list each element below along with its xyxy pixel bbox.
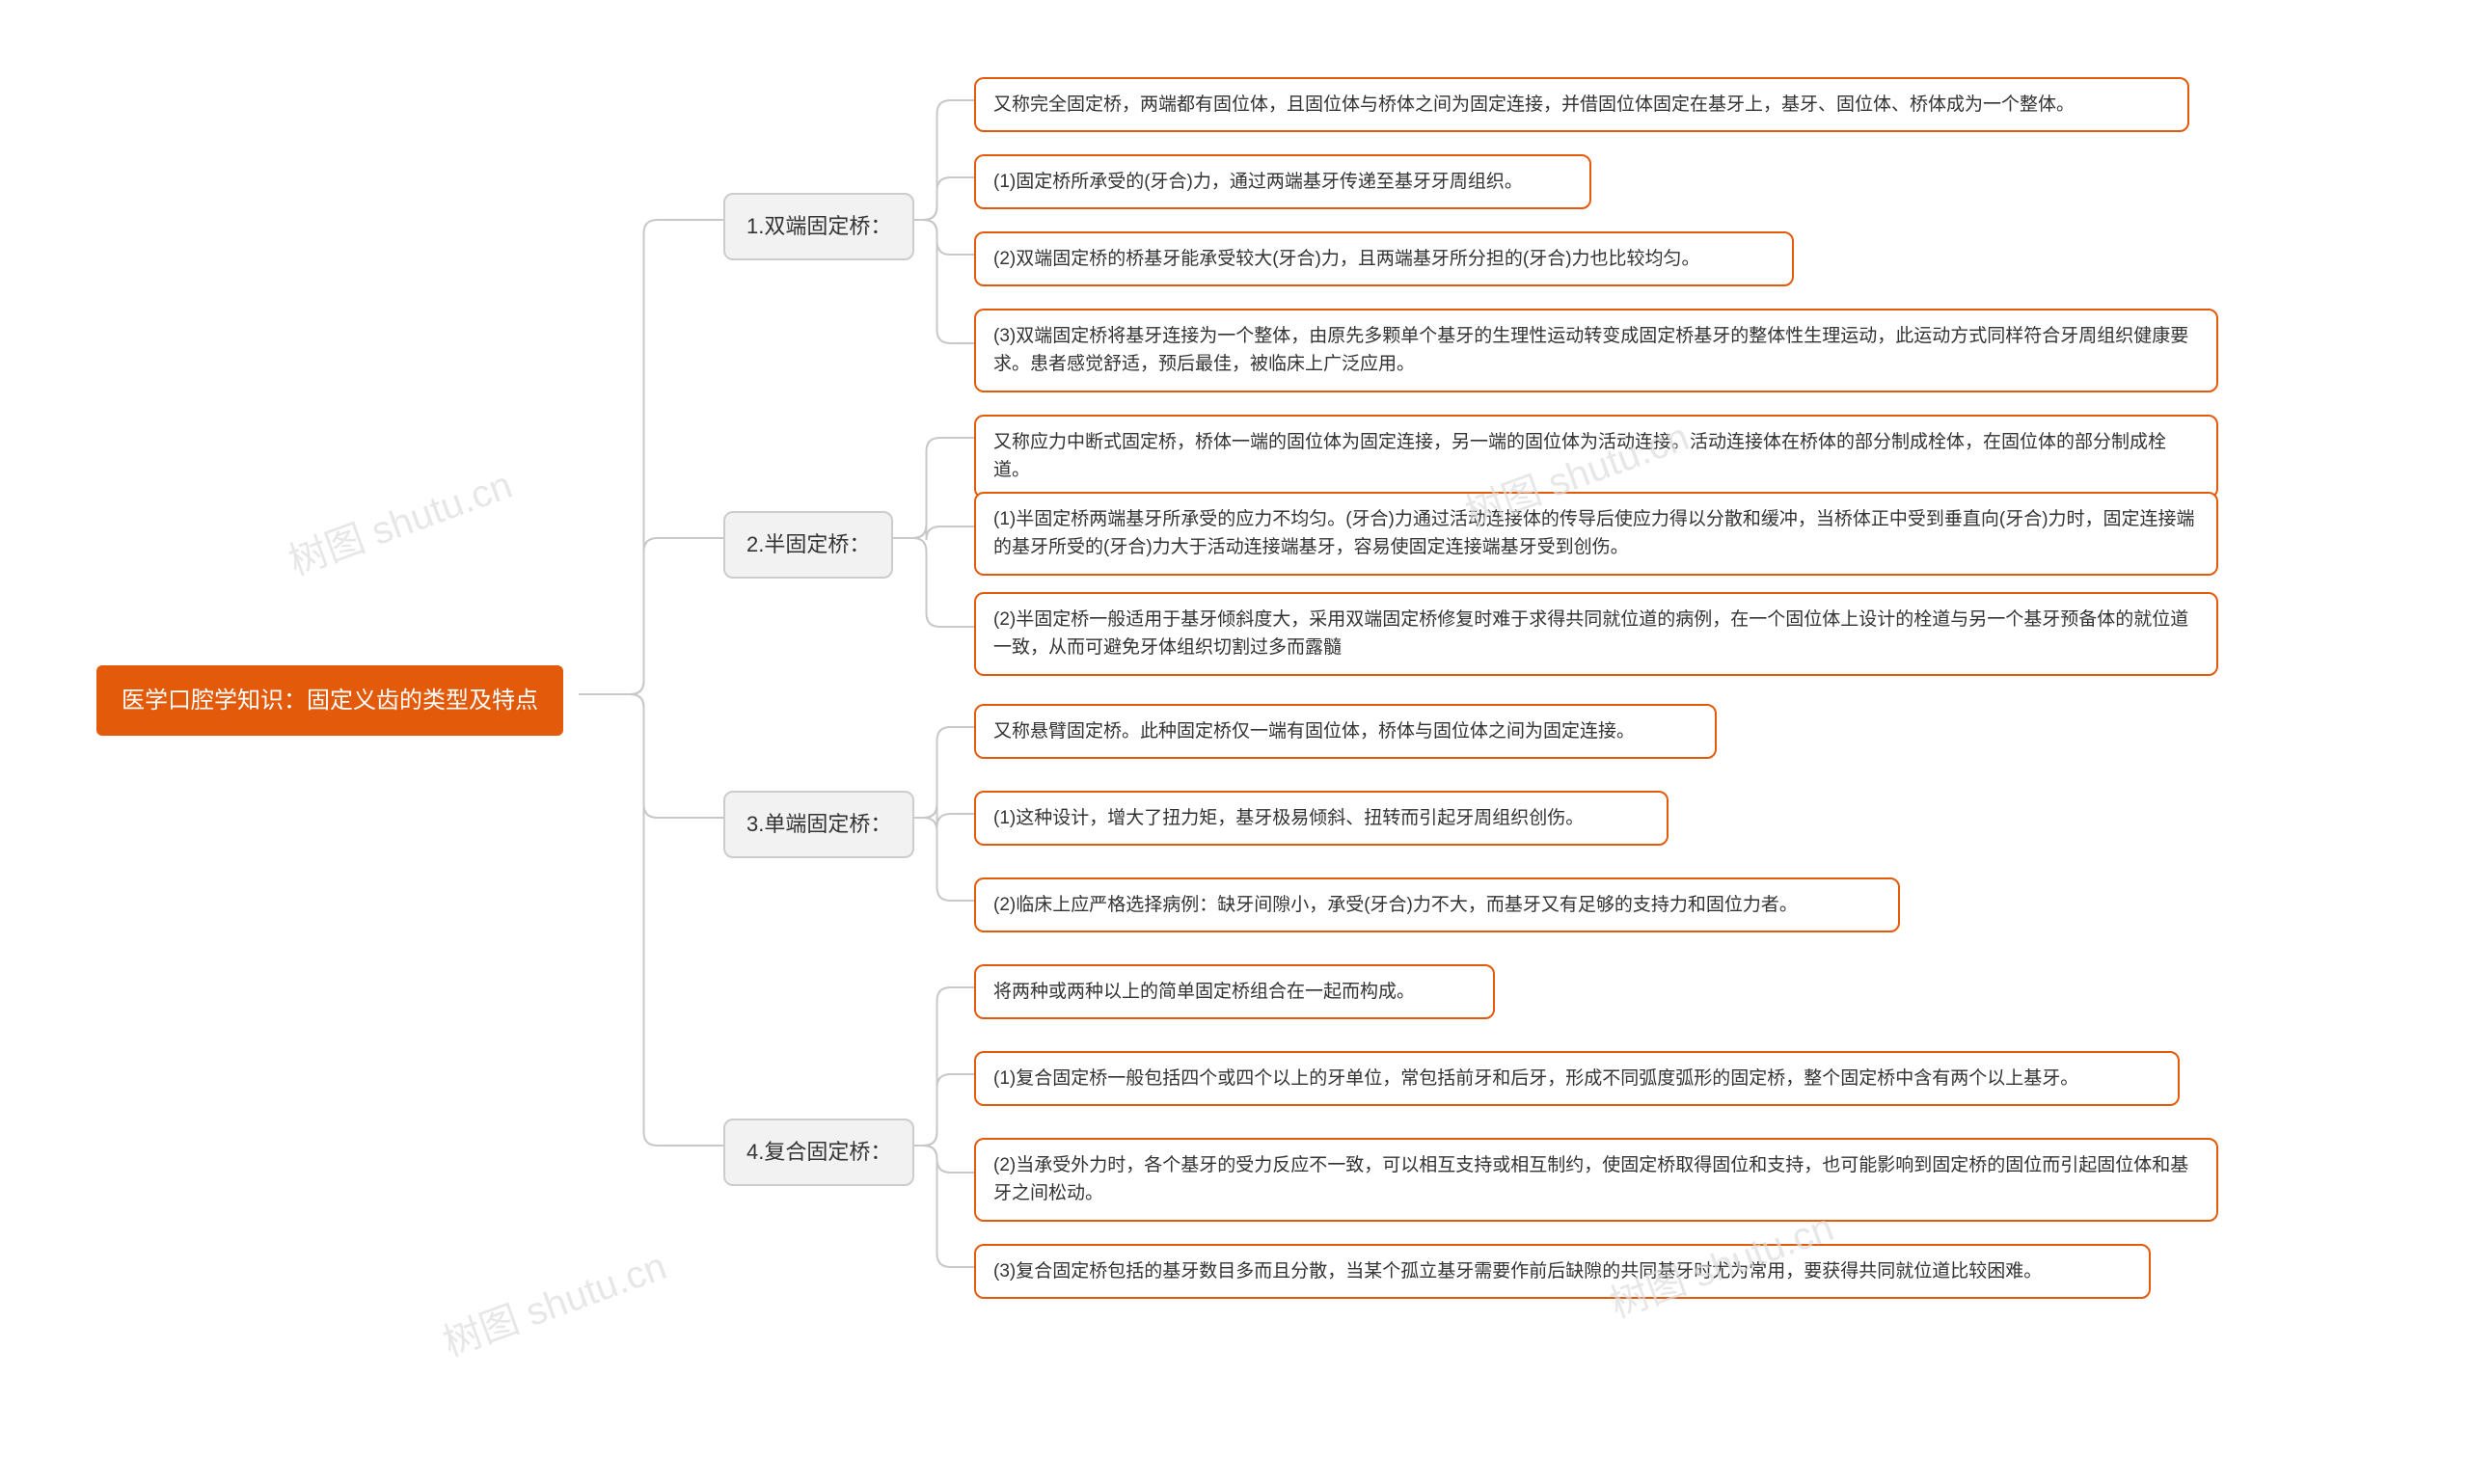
branch-node-1-label: 1.双端固定桥：: [746, 210, 891, 243]
root-node: 医学口腔学知识：固定义齿的类型及特点: [96, 665, 563, 736]
watermark-1: 树图 shutu.cn: [280, 454, 519, 586]
leaf-node-1-1-label: 又称完全固定桥，两端都有固位体，且固位体与桥体之间为固定连接，并借固位体固定在基…: [993, 91, 2075, 119]
leaf-node-3-1: 又称悬臂固定桥。此种固定桥仅一端有固位体，桥体与固位体之间为固定连接。: [974, 704, 1717, 759]
branch-node-4: 4.复合固定桥：: [723, 1119, 914, 1186]
leaf-node-4-2: (1)复合固定桥一般包括四个或四个以上的牙单位，常包括前牙和后牙，形成不同弧度弧…: [974, 1051, 2180, 1106]
branch-node-3: 3.单端固定桥：: [723, 791, 914, 858]
watermark-3: 树图 shutu.cn: [434, 1235, 673, 1367]
branch-node-4-label: 4.复合固定桥：: [746, 1136, 891, 1169]
leaf-node-1-4-label: (3)双端固定桥将基牙连接为一个整体，由原先多颗单个基牙的生理性运动转变成固定桥…: [993, 322, 2199, 379]
leaf-node-1-2-label: (1)固定桥所承受的(牙合)力，通过两端基牙传递至基牙牙周组织。: [993, 168, 1523, 196]
branch-node-3-label: 3.单端固定桥：: [746, 808, 891, 841]
leaf-node-1-2: (1)固定桥所承受的(牙合)力，通过两端基牙传递至基牙牙周组织。: [974, 154, 1591, 209]
leaf-node-4-3-label: (2)当承受外力时，各个基牙的受力反应不一致，可以相互支持或相互制约，使固定桥取…: [993, 1151, 2199, 1208]
branch-node-2: 2.半固定桥：: [723, 511, 893, 579]
leaf-node-1-1: 又称完全固定桥，两端都有固位体，且固位体与桥体之间为固定连接，并借固位体固定在基…: [974, 77, 2189, 132]
leaf-node-4-3: (2)当承受外力时，各个基牙的受力反应不一致，可以相互支持或相互制约，使固定桥取…: [974, 1138, 2218, 1222]
leaf-node-2-2: (1)半固定桥两端基牙所承受的应力不均匀。(牙合)力通过活动连接体的传导后使应力…: [974, 492, 2218, 576]
leaf-node-3-3-label: (2)临床上应严格选择病例：缺牙间隙小，承受(牙合)力不大，而基牙又有足够的支持…: [993, 891, 1798, 919]
leaf-node-1-3: (2)双端固定桥的桥基牙能承受较大(牙合)力，且两端基牙所分担的(牙合)力也比较…: [974, 231, 1794, 286]
leaf-node-3-2: (1)这种设计，增大了扭力矩，基牙极易倾斜、扭转而引起牙周组织创伤。: [974, 791, 1669, 846]
leaf-node-4-2-label: (1)复合固定桥一般包括四个或四个以上的牙单位，常包括前牙和后牙，形成不同弧度弧…: [993, 1065, 2078, 1093]
leaf-node-3-3: (2)临床上应严格选择病例：缺牙间隙小，承受(牙合)力不大，而基牙又有足够的支持…: [974, 877, 1900, 932]
leaf-node-2-1: 又称应力中断式固定桥，桥体一端的固位体为固定连接，另一端的固位体为活动连接。活动…: [974, 415, 2218, 499]
leaf-node-2-1-label: 又称应力中断式固定桥，桥体一端的固位体为固定连接，另一端的固位体为活动连接。活动…: [993, 428, 2199, 485]
leaf-node-4-4-label: (3)复合固定桥包括的基牙数目多而且分散，当某个孤立基牙需要作前后缺隙的共同基牙…: [993, 1257, 2042, 1285]
branch-node-2-label: 2.半固定桥：: [746, 528, 870, 561]
branch-node-1: 1.双端固定桥：: [723, 193, 914, 260]
leaf-node-1-4: (3)双端固定桥将基牙连接为一个整体，由原先多颗单个基牙的生理性运动转变成固定桥…: [974, 309, 2218, 392]
root-node-label: 医学口腔学知识：固定义齿的类型及特点: [122, 683, 538, 718]
leaf-node-4-4: (3)复合固定桥包括的基牙数目多而且分散，当某个孤立基牙需要作前后缺隙的共同基牙…: [974, 1244, 2151, 1299]
leaf-node-4-1-label: 将两种或两种以上的简单固定桥组合在一起而构成。: [993, 978, 1415, 1006]
leaf-node-1-3-label: (2)双端固定桥的桥基牙能承受较大(牙合)力，且两端基牙所分担的(牙合)力也比较…: [993, 245, 1700, 273]
leaf-node-4-1: 将两种或两种以上的简单固定桥组合在一起而构成。: [974, 964, 1495, 1019]
leaf-node-2-3: (2)半固定桥一般适用于基牙倾斜度大，采用双端固定桥修复时难于求得共同就位道的病…: [974, 592, 2218, 676]
leaf-node-2-3-label: (2)半固定桥一般适用于基牙倾斜度大，采用双端固定桥修复时难于求得共同就位道的病…: [993, 606, 2199, 662]
leaf-node-3-1-label: 又称悬臂固定桥。此种固定桥仅一端有固位体，桥体与固位体之间为固定连接。: [993, 717, 1635, 745]
leaf-node-2-2-label: (1)半固定桥两端基牙所承受的应力不均匀。(牙合)力通过活动连接体的传导后使应力…: [993, 505, 2199, 562]
leaf-node-3-2-label: (1)这种设计，增大了扭力矩，基牙极易倾斜、扭转而引起牙周组织创伤。: [993, 804, 1584, 832]
